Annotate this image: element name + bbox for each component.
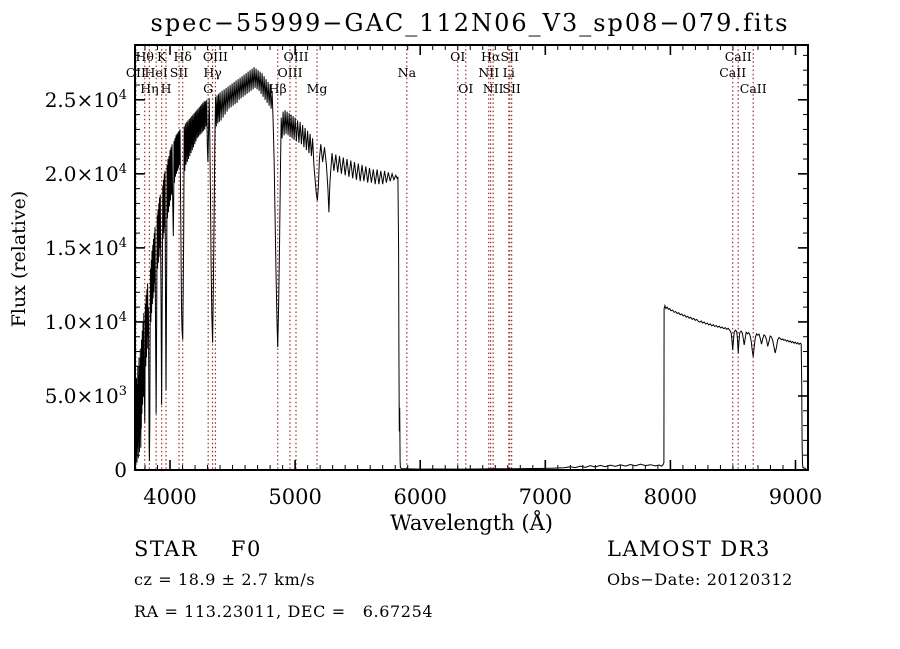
spectral-line-label: OII bbox=[126, 65, 146, 80]
spectral-line-label: Hγ bbox=[203, 65, 221, 80]
y-tick-label: 2.0×104 bbox=[45, 162, 127, 186]
spectral-line-label: Li bbox=[503, 65, 515, 80]
x-tick-label: 6000 bbox=[393, 485, 446, 509]
flux-curve bbox=[134, 67, 807, 470]
spectral-line-label: G bbox=[203, 81, 213, 96]
y-tick-label: 0 bbox=[114, 458, 127, 482]
x-tick-label: 9000 bbox=[769, 485, 822, 509]
y-tick-label: 5.0×103 bbox=[45, 384, 127, 408]
cz-velocity-label: cz = 18.9 ± 2.7 km/s bbox=[134, 570, 316, 589]
spectral-line-label: NII bbox=[478, 65, 499, 80]
spectral-line-label: NII bbox=[483, 81, 504, 96]
classification-label: STAR F0 bbox=[134, 537, 262, 561]
plot-title: spec−55999−GAC_112N06_V3_sp08−079.fits bbox=[150, 9, 790, 37]
x-tick-label: 7000 bbox=[519, 485, 572, 509]
spectral-line-label: OI bbox=[458, 81, 473, 96]
y-tick-label: 2.5×104 bbox=[45, 88, 127, 112]
spectral-line-label: OIII bbox=[203, 49, 228, 64]
y-tick-label: 1.5×104 bbox=[45, 236, 127, 260]
spectral-line-label: CaII bbox=[719, 65, 746, 80]
spectral-line-label: SII bbox=[502, 81, 521, 96]
spectral-line-label: Hη bbox=[140, 81, 158, 96]
spectral-line-label: OIII bbox=[283, 49, 308, 64]
spectral-line-label: Hα bbox=[481, 49, 501, 64]
spectral-line-label: Hδ bbox=[173, 49, 191, 64]
spectral-line-label: SII bbox=[501, 49, 520, 64]
plot-frame bbox=[134, 44, 809, 471]
spectral-line-label: Hβ bbox=[269, 81, 287, 96]
spectral-line-label: Hθ bbox=[136, 49, 154, 64]
spectral-line-label: CaII bbox=[740, 81, 767, 96]
spectral-line-label: OIII bbox=[277, 65, 302, 80]
survey-label: LAMOST DR3 bbox=[607, 537, 771, 561]
spectral-line-label: Mg bbox=[307, 81, 328, 96]
x-tick-label: 8000 bbox=[644, 485, 697, 509]
x-axis-label: Wavelength (Å) bbox=[390, 511, 553, 535]
spectral-line-label: H bbox=[161, 81, 172, 96]
spectral-line-label: K bbox=[157, 49, 167, 64]
spectral-line-label: OI bbox=[450, 49, 465, 64]
obs-date-label: Obs−Date: 20120312 bbox=[607, 570, 793, 589]
x-tick-label: 5000 bbox=[268, 485, 321, 509]
spectral-line-label: HeI bbox=[145, 65, 168, 80]
y-tick-label: 1.0×104 bbox=[45, 310, 127, 334]
x-tick-label: 4000 bbox=[143, 485, 196, 509]
spectral-line-label: SII bbox=[170, 65, 189, 80]
spectral-line-label: CaII bbox=[725, 49, 752, 64]
ra-dec-label: RA = 113.23011, DEC = 6.67254 bbox=[134, 602, 434, 621]
spectral-line-label: Na bbox=[398, 65, 417, 80]
